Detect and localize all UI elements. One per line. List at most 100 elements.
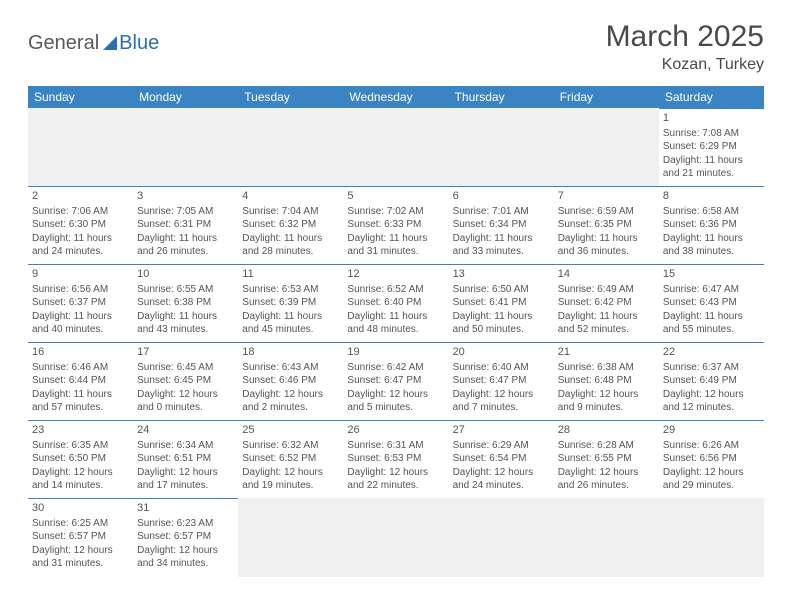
daylight-line: Daylight: 12 hours and 26 minutes. (558, 466, 655, 493)
sunset-line: Sunset: 6:38 PM (137, 296, 234, 310)
calendar-cell (133, 109, 238, 187)
sunset-line: Sunset: 6:57 PM (137, 530, 234, 544)
daylight-line: Daylight: 12 hours and 0 minutes. (137, 388, 234, 415)
calendar-cell (449, 499, 554, 577)
sunrise-line: Sunrise: 6:43 AM (242, 361, 339, 375)
sunset-line: Sunset: 6:29 PM (663, 140, 760, 154)
weekday-header: Thursday (449, 86, 554, 109)
logo: General Blue (28, 32, 159, 55)
day-number: 29 (663, 423, 760, 438)
sunset-line: Sunset: 6:57 PM (32, 530, 129, 544)
calendar-cell: 29Sunrise: 6:26 AMSunset: 6:56 PMDayligh… (659, 421, 764, 499)
calendar-cell (238, 109, 343, 187)
weekday-header: Saturday (659, 86, 764, 109)
calendar-cell: 10Sunrise: 6:55 AMSunset: 6:38 PMDayligh… (133, 265, 238, 343)
sunset-line: Sunset: 6:41 PM (453, 296, 550, 310)
weekday-header: Tuesday (238, 86, 343, 109)
day-number: 23 (32, 423, 129, 438)
day-number: 27 (453, 423, 550, 438)
day-number: 19 (347, 345, 444, 360)
sunrise-line: Sunrise: 6:53 AM (242, 283, 339, 297)
day-number: 8 (663, 189, 760, 204)
daylight-line: Daylight: 11 hours and 33 minutes. (453, 232, 550, 259)
daylight-line: Daylight: 12 hours and 14 minutes. (32, 466, 129, 493)
daylight-line: Daylight: 11 hours and 28 minutes. (242, 232, 339, 259)
calendar-cell: 30Sunrise: 6:25 AMSunset: 6:57 PMDayligh… (28, 499, 133, 577)
calendar-cell: 31Sunrise: 6:23 AMSunset: 6:57 PMDayligh… (133, 499, 238, 577)
sunset-line: Sunset: 6:56 PM (663, 452, 760, 466)
sunrise-line: Sunrise: 7:01 AM (453, 205, 550, 219)
weekday-header: Wednesday (343, 86, 448, 109)
sunset-line: Sunset: 6:42 PM (558, 296, 655, 310)
sunset-line: Sunset: 6:32 PM (242, 218, 339, 232)
weekday-header: Monday (133, 86, 238, 109)
sunrise-line: Sunrise: 6:34 AM (137, 439, 234, 453)
daylight-line: Daylight: 11 hours and 57 minutes. (32, 388, 129, 415)
daylight-line: Daylight: 11 hours and 55 minutes. (663, 310, 760, 337)
daylight-line: Daylight: 12 hours and 2 minutes. (242, 388, 339, 415)
sunrise-line: Sunrise: 7:08 AM (663, 127, 760, 141)
logo-text-blue: Blue (119, 32, 159, 55)
daylight-line: Daylight: 11 hours and 43 minutes. (137, 310, 234, 337)
sunset-line: Sunset: 6:45 PM (137, 374, 234, 388)
sunset-line: Sunset: 6:47 PM (453, 374, 550, 388)
daylight-line: Daylight: 11 hours and 40 minutes. (32, 310, 129, 337)
sunrise-line: Sunrise: 6:46 AM (32, 361, 129, 375)
daylight-line: Daylight: 11 hours and 48 minutes. (347, 310, 444, 337)
calendar-cell: 24Sunrise: 6:34 AMSunset: 6:51 PMDayligh… (133, 421, 238, 499)
daylight-line: Daylight: 11 hours and 38 minutes. (663, 232, 760, 259)
sunset-line: Sunset: 6:31 PM (137, 218, 234, 232)
calendar-table: SundayMondayTuesdayWednesdayThursdayFrid… (28, 86, 764, 577)
daylight-line: Daylight: 12 hours and 9 minutes. (558, 388, 655, 415)
weekday-header: Friday (554, 86, 659, 109)
day-number: 28 (558, 423, 655, 438)
day-number: 22 (663, 345, 760, 360)
sunrise-line: Sunrise: 7:02 AM (347, 205, 444, 219)
day-number: 10 (137, 267, 234, 282)
calendar-cell (28, 109, 133, 187)
title-block: March 2025 Kozan, Turkey (606, 20, 764, 74)
sunrise-line: Sunrise: 6:25 AM (32, 517, 129, 531)
sunrise-line: Sunrise: 6:47 AM (663, 283, 760, 297)
calendar-cell: 21Sunrise: 6:38 AMSunset: 6:48 PMDayligh… (554, 343, 659, 421)
daylight-line: Daylight: 12 hours and 31 minutes. (32, 544, 129, 571)
calendar-cell: 11Sunrise: 6:53 AMSunset: 6:39 PMDayligh… (238, 265, 343, 343)
daylight-line: Daylight: 11 hours and 24 minutes. (32, 232, 129, 259)
sunset-line: Sunset: 6:30 PM (32, 218, 129, 232)
day-number: 12 (347, 267, 444, 282)
calendar-cell: 18Sunrise: 6:43 AMSunset: 6:46 PMDayligh… (238, 343, 343, 421)
sunrise-line: Sunrise: 6:37 AM (663, 361, 760, 375)
calendar-cell: 4Sunrise: 7:04 AMSunset: 6:32 PMDaylight… (238, 187, 343, 265)
daylight-line: Daylight: 11 hours and 31 minutes. (347, 232, 444, 259)
sunrise-line: Sunrise: 6:42 AM (347, 361, 444, 375)
calendar-cell: 19Sunrise: 6:42 AMSunset: 6:47 PMDayligh… (343, 343, 448, 421)
sunset-line: Sunset: 6:33 PM (347, 218, 444, 232)
location-label: Kozan, Turkey (606, 56, 764, 74)
calendar-cell: 27Sunrise: 6:29 AMSunset: 6:54 PMDayligh… (449, 421, 554, 499)
sunset-line: Sunset: 6:52 PM (242, 452, 339, 466)
sunrise-line: Sunrise: 6:31 AM (347, 439, 444, 453)
daylight-line: Daylight: 11 hours and 26 minutes. (137, 232, 234, 259)
sunrise-line: Sunrise: 7:05 AM (137, 205, 234, 219)
sunrise-line: Sunrise: 6:28 AM (558, 439, 655, 453)
sunrise-line: Sunrise: 6:32 AM (242, 439, 339, 453)
calendar-cell: 3Sunrise: 7:05 AMSunset: 6:31 PMDaylight… (133, 187, 238, 265)
day-number: 26 (347, 423, 444, 438)
sunrise-line: Sunrise: 6:50 AM (453, 283, 550, 297)
day-number: 3 (137, 189, 234, 204)
sunrise-line: Sunrise: 6:38 AM (558, 361, 655, 375)
logo-text-general: General (28, 32, 99, 55)
daylight-line: Daylight: 12 hours and 17 minutes. (137, 466, 234, 493)
sunrise-line: Sunrise: 6:45 AM (137, 361, 234, 375)
calendar-cell: 23Sunrise: 6:35 AMSunset: 6:50 PMDayligh… (28, 421, 133, 499)
sunset-line: Sunset: 6:39 PM (242, 296, 339, 310)
calendar-cell: 25Sunrise: 6:32 AMSunset: 6:52 PMDayligh… (238, 421, 343, 499)
month-title: March 2025 (606, 20, 764, 54)
sunrise-line: Sunrise: 6:49 AM (558, 283, 655, 297)
day-number: 7 (558, 189, 655, 204)
calendar-cell: 22Sunrise: 6:37 AMSunset: 6:49 PMDayligh… (659, 343, 764, 421)
daylight-line: Daylight: 12 hours and 24 minutes. (453, 466, 550, 493)
calendar-cell: 6Sunrise: 7:01 AMSunset: 6:34 PMDaylight… (449, 187, 554, 265)
sunset-line: Sunset: 6:36 PM (663, 218, 760, 232)
sunrise-line: Sunrise: 7:06 AM (32, 205, 129, 219)
